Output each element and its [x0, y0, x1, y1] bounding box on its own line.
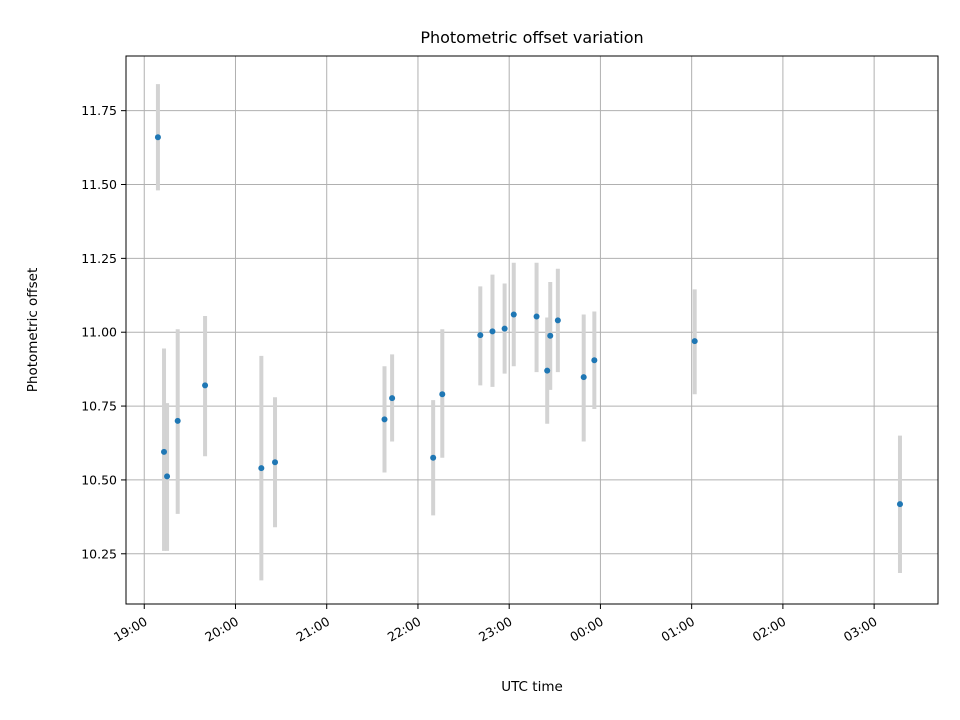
y-tick-label: 11.00 [81, 325, 117, 340]
data-point [389, 395, 396, 402]
data-point [501, 325, 508, 332]
y-axis-ticks: 10.25 10.50 10.75 11.00 11.25 11.50 11.75 [81, 103, 126, 561]
plot-area [126, 56, 938, 604]
y-tick-label: 11.75 [81, 103, 117, 118]
data-point [896, 501, 903, 508]
y-tick-label: 10.25 [81, 546, 117, 561]
chart-title: Photometric offset variation [420, 28, 643, 47]
data-point [477, 332, 484, 339]
data-point [544, 367, 551, 374]
data-point [489, 328, 496, 335]
y-axis-label: Photometric offset [25, 268, 41, 392]
data-point [533, 313, 540, 320]
y-tick-label: 10.50 [81, 472, 117, 487]
y-tick-label: 11.25 [81, 251, 117, 266]
x-axis-label: UTC time [501, 679, 563, 695]
data-point [439, 391, 446, 398]
data-point [381, 416, 388, 423]
data-point [580, 374, 587, 381]
data-point [258, 465, 265, 472]
y-tick-label: 10.75 [81, 399, 117, 414]
data-point [174, 417, 181, 424]
data-point [154, 134, 161, 141]
grid [126, 56, 938, 604]
y-tick-label: 11.50 [81, 177, 117, 192]
data-point [202, 382, 209, 389]
data-point [272, 459, 279, 466]
data-point [591, 357, 598, 364]
plot-frame [125, 55, 939, 605]
data-point [164, 473, 171, 480]
data-point [547, 332, 554, 339]
data-point [430, 454, 437, 461]
data-point [510, 311, 517, 318]
data-point [554, 317, 561, 324]
data-points [154, 134, 903, 508]
data-point [161, 448, 168, 455]
data-point [691, 338, 698, 345]
